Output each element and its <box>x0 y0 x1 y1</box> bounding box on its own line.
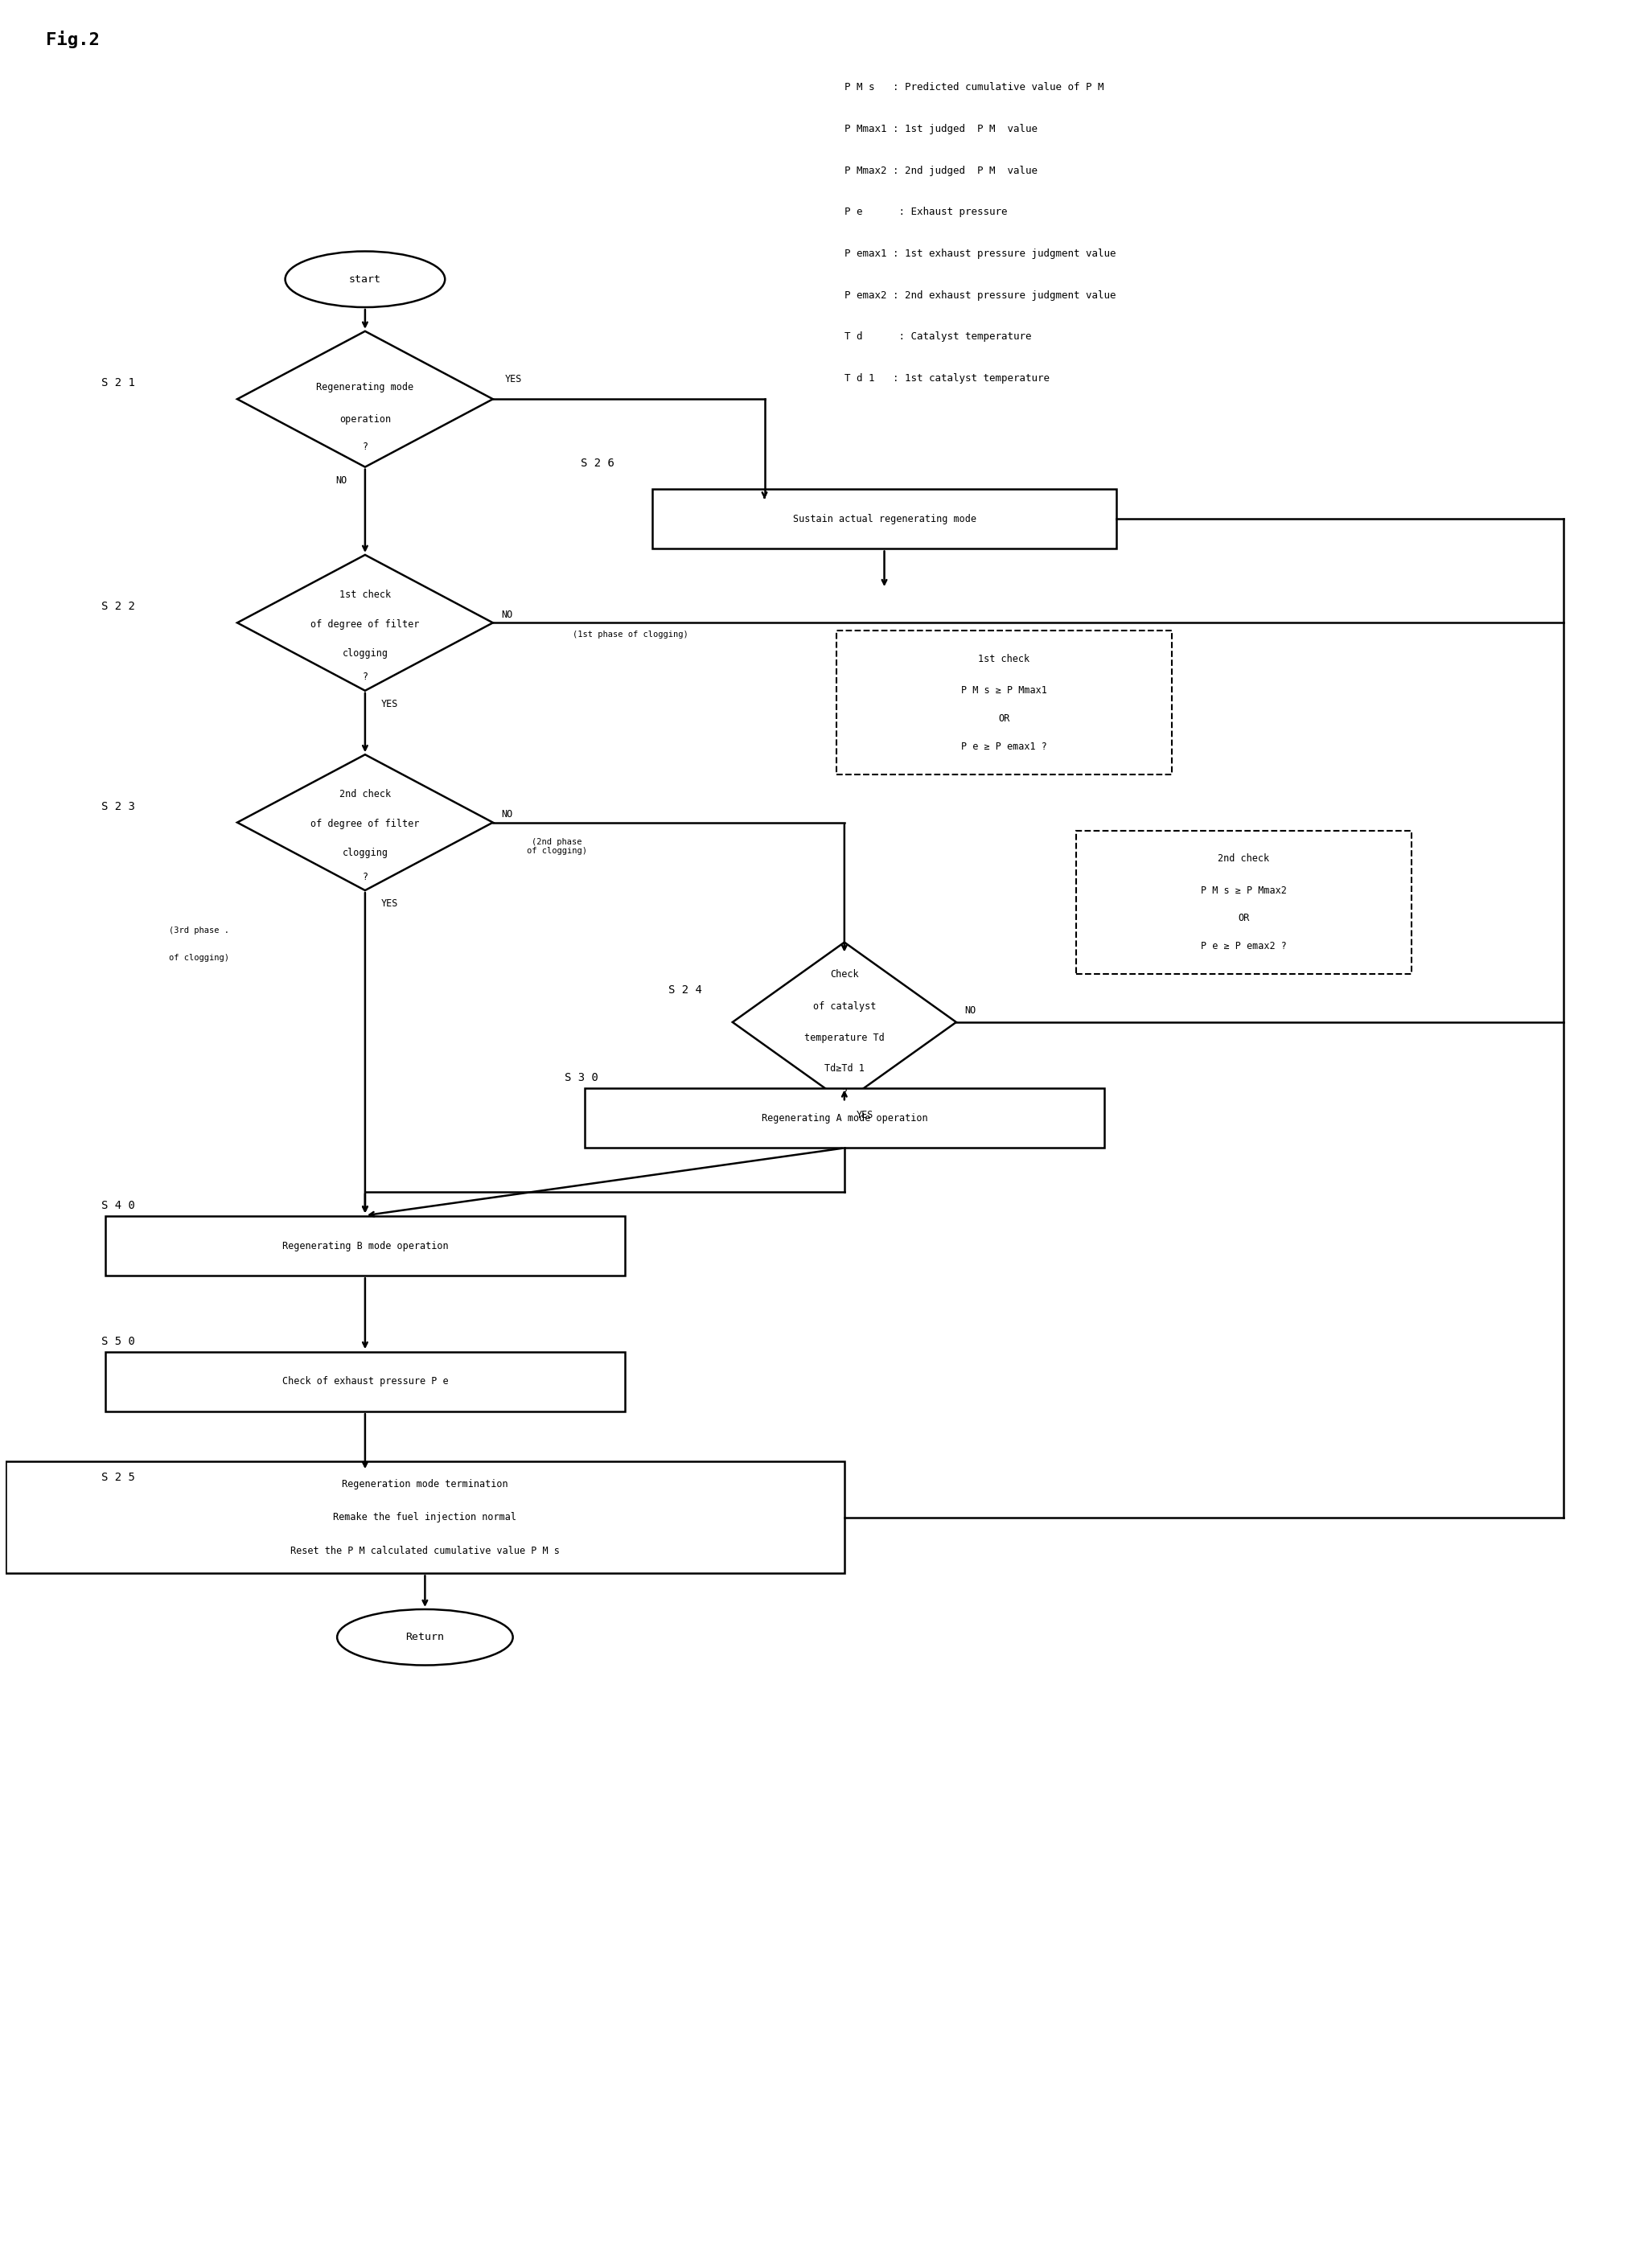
Text: NO: NO <box>501 610 512 619</box>
Text: Check of exhaust pressure P e: Check of exhaust pressure P e <box>282 1377 448 1386</box>
Bar <box>5 1461 844 1574</box>
Text: 1st check: 1st check <box>978 653 1029 665</box>
Text: 2nd check: 2nd check <box>339 789 392 801</box>
Text: S 2 6: S 2 6 <box>582 458 615 469</box>
Ellipse shape <box>286 252 444 306</box>
Text: start: start <box>349 274 382 284</box>
Text: P e ≥ P emax2 ?: P e ≥ P emax2 ? <box>1201 941 1287 953</box>
Text: T d      : Catalyst temperature: T d : Catalyst temperature <box>844 331 1031 342</box>
Text: 1st check: 1st check <box>339 590 392 601</box>
Text: OR: OR <box>1237 914 1249 923</box>
Text: Reset the P M calculated cumulative value P M s: Reset the P M calculated cumulative valu… <box>291 1547 560 1556</box>
Text: YES: YES <box>856 1109 874 1120</box>
Text: of catalyst: of catalyst <box>813 1000 876 1012</box>
Text: S 2 4: S 2 4 <box>669 984 702 996</box>
Text: Return: Return <box>406 1633 444 1642</box>
Text: NO: NO <box>335 474 347 485</box>
Text: YES: YES <box>506 374 522 383</box>
Text: Regeneration mode termination: Regeneration mode termination <box>342 1479 509 1490</box>
Polygon shape <box>238 331 492 467</box>
Text: Sustain actual regenerating mode: Sustain actual regenerating mode <box>793 513 976 524</box>
Text: NO: NO <box>965 1005 976 1016</box>
Text: S 2 1: S 2 1 <box>101 376 135 388</box>
Text: 2nd check: 2nd check <box>1218 853 1270 864</box>
Text: P emax1 : 1st exhaust pressure judgment value: P emax1 : 1st exhaust pressure judgment … <box>844 249 1115 259</box>
Text: ?: ? <box>362 671 368 683</box>
Polygon shape <box>732 941 957 1102</box>
Text: ?: ? <box>362 442 368 451</box>
Text: clogging: clogging <box>342 649 388 658</box>
Text: (3rd phase .: (3rd phase . <box>169 925 230 934</box>
Bar <box>1075 830 1411 975</box>
Polygon shape <box>238 755 492 891</box>
Bar <box>106 1352 624 1411</box>
Bar <box>836 631 1171 776</box>
Text: of degree of filter: of degree of filter <box>311 619 420 631</box>
Text: Fig.2: Fig.2 <box>46 32 99 48</box>
Text: of degree of filter: of degree of filter <box>311 819 420 830</box>
Text: P e ≥ P emax1 ?: P e ≥ P emax1 ? <box>961 742 1047 751</box>
Text: T d 1   : 1st catalyst temperature: T d 1 : 1st catalyst temperature <box>844 374 1049 383</box>
Text: ?: ? <box>362 871 368 882</box>
Text: P e      : Exhaust pressure: P e : Exhaust pressure <box>844 206 1008 218</box>
Bar <box>106 1216 624 1277</box>
Text: (2nd phase
of clogging): (2nd phase of clogging) <box>527 837 586 855</box>
Text: S 3 0: S 3 0 <box>565 1073 598 1084</box>
Text: P Mmax2 : 2nd judged  P M  value: P Mmax2 : 2nd judged P M value <box>844 166 1037 177</box>
Text: Regenerating mode: Regenerating mode <box>316 381 413 392</box>
Ellipse shape <box>337 1610 512 1665</box>
Text: Regenerating A mode operation: Regenerating A mode operation <box>762 1114 927 1123</box>
Text: P M s ≥ P Mmax2: P M s ≥ P Mmax2 <box>1201 885 1287 896</box>
Text: S 2 2: S 2 2 <box>101 601 135 612</box>
Text: YES: YES <box>382 699 398 710</box>
Text: (1st phase of clogging): (1st phase of clogging) <box>573 631 689 640</box>
Text: S 2 5: S 2 5 <box>101 1472 135 1483</box>
Text: P emax2 : 2nd exhaust pressure judgment value: P emax2 : 2nd exhaust pressure judgment … <box>844 290 1115 299</box>
Text: Regenerating B mode operation: Regenerating B mode operation <box>282 1241 448 1252</box>
Text: Remake the fuel injection normal: Remake the fuel injection normal <box>334 1513 517 1522</box>
Text: Check: Check <box>829 968 859 980</box>
Text: P M s   : Predicted cumulative value of P M: P M s : Predicted cumulative value of P … <box>844 82 1104 93</box>
Text: P M s ≥ P Mmax1: P M s ≥ P Mmax1 <box>961 685 1047 696</box>
Text: P Mmax1 : 1st judged  P M  value: P Mmax1 : 1st judged P M value <box>844 125 1037 134</box>
Text: S 5 0: S 5 0 <box>101 1336 135 1347</box>
Text: temperature Td: temperature Td <box>805 1032 884 1043</box>
Text: OR: OR <box>998 714 1009 723</box>
Text: operation: operation <box>339 413 392 424</box>
Text: ?: ? <box>841 1086 847 1098</box>
Polygon shape <box>238 556 492 692</box>
Bar <box>585 1089 1104 1148</box>
Bar <box>653 490 1117 549</box>
Text: YES: YES <box>382 898 398 909</box>
Text: clogging: clogging <box>342 848 388 857</box>
Text: S 2 3: S 2 3 <box>101 801 135 812</box>
Text: of clogging): of clogging) <box>169 955 230 962</box>
Text: S 4 0: S 4 0 <box>101 1200 135 1211</box>
Text: Td≥Td 1: Td≥Td 1 <box>824 1064 864 1073</box>
Text: NO: NO <box>501 810 512 819</box>
